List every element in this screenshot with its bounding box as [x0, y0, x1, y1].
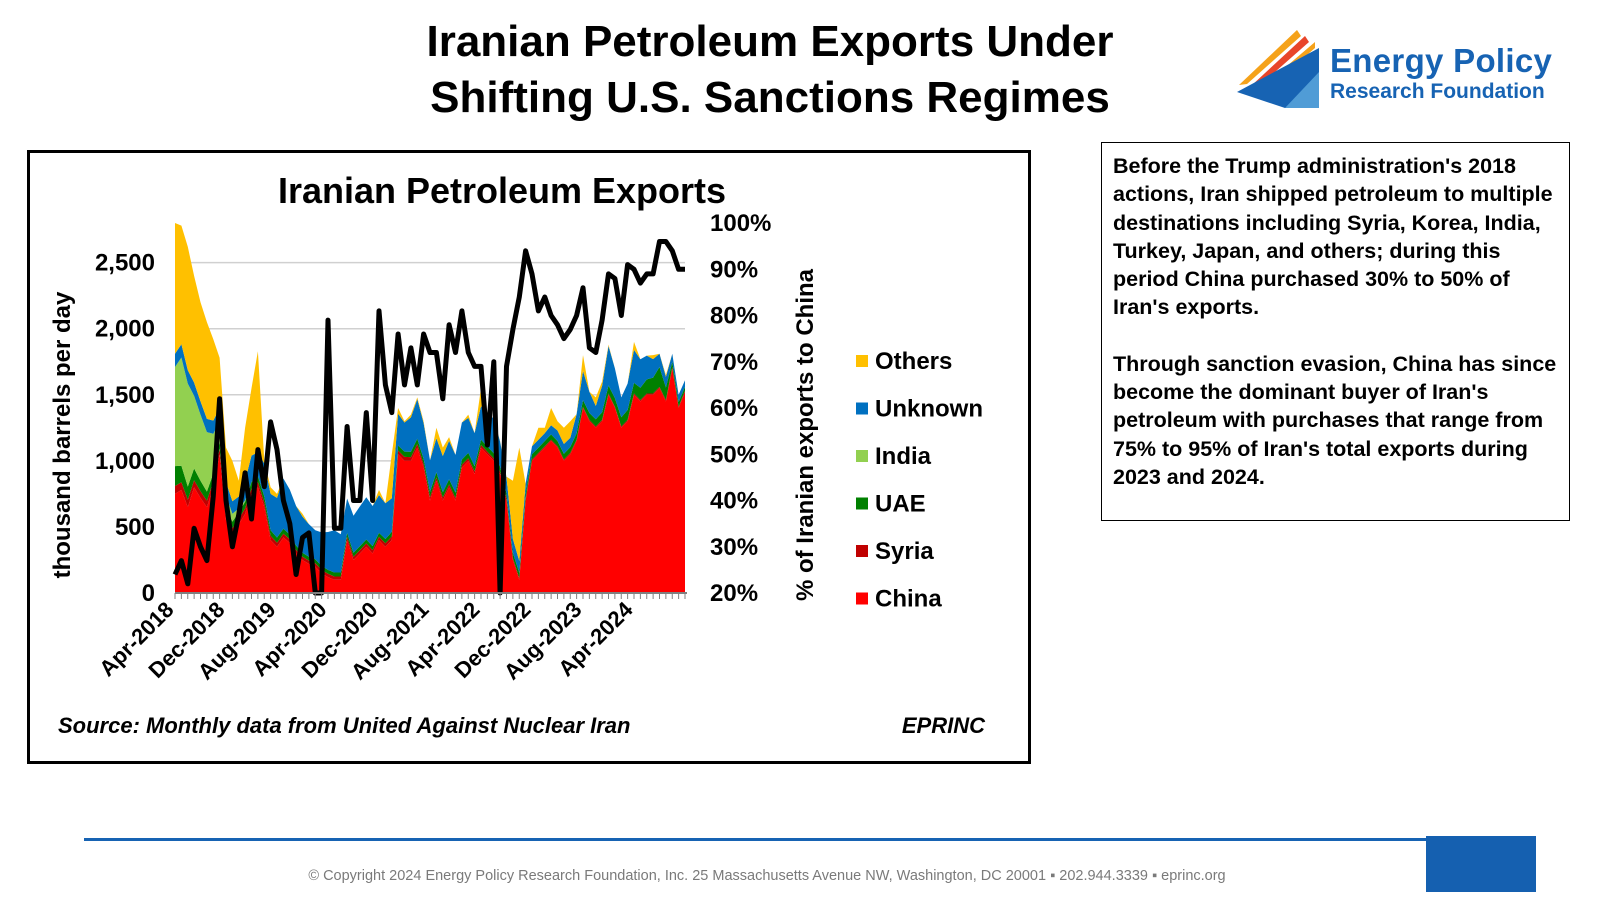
summary-paragraph-2: Through sanction evasion, China has sinc…	[1113, 351, 1557, 489]
area-uae	[175, 361, 685, 579]
y-tick-label: 2,000	[95, 316, 155, 343]
legend-label-uae: UAE	[875, 491, 926, 518]
summary-textbox: Before the Trump administration's 2018 a…	[1101, 142, 1570, 521]
legend-swatch-china	[856, 592, 868, 605]
legend-swatch-india	[856, 450, 868, 462]
area-unknown	[175, 344, 685, 573]
y2-tick-label: 30%	[710, 534, 758, 561]
chart-areas	[175, 223, 685, 593]
y-tick-label: 1,500	[95, 382, 155, 409]
y2-tick-label: 60%	[710, 395, 758, 422]
legend-swatch-syria	[856, 545, 868, 557]
legend-label-china: China	[875, 586, 942, 613]
legend-swatch-uae	[856, 497, 868, 510]
y-tick-label: 500	[115, 514, 155, 541]
slide-title: Iranian Petroleum Exports Under Shifting…	[330, 14, 1210, 126]
eprinc-logo: Energy Policy Research Foundation	[1235, 22, 1575, 118]
y2-tick-label: 90%	[710, 256, 758, 283]
chart-frame: Iranian Petroleum Exports 0 500 1,000 1,500…	[27, 150, 1031, 764]
footer-divider	[84, 838, 1429, 841]
legend-label-syria: Syria	[875, 538, 934, 565]
chart-legend: Others Unknown India UAE Syria China	[856, 348, 983, 613]
summary-paragraph-1: Before the Trump administration's 2018 a…	[1113, 154, 1553, 320]
legend-swatch-unknown	[856, 402, 868, 415]
footer-copyright: © Copyright 2024 Energy Policy Research …	[308, 868, 1226, 884]
y2-axis-label: % of Iranian exports to China	[792, 268, 819, 601]
china-share-line	[172, 239, 685, 596]
chart-share-line-layer	[172, 239, 685, 596]
y2-tick-label: 80%	[710, 303, 758, 330]
y2-tick-label: 70%	[710, 349, 758, 376]
y2-tick-label: 40%	[710, 488, 758, 515]
logo-line2: Research Foundation	[1330, 80, 1545, 103]
footer-accent-box	[1426, 836, 1536, 892]
y-axis-label: thousand barrels per day	[49, 291, 76, 578]
chart-title: Iranian Petroleum Exports	[278, 170, 726, 211]
chevron-mark-icon	[1237, 30, 1319, 108]
legend-label-india: India	[875, 443, 932, 470]
credit-note: EPRINC	[902, 713, 986, 738]
legend-swatch-others	[856, 355, 868, 367]
slide-title-line2: Shifting U.S. Sanctions Regimes	[430, 73, 1110, 122]
y2-tick-label: 20%	[710, 580, 758, 607]
source-note: Source: Monthly data from United Against…	[58, 713, 630, 738]
legend-label-unknown: Unknown	[875, 396, 983, 423]
slide-title-line1: Iranian Petroleum Exports Under	[426, 17, 1114, 66]
y2-tick-label: 100%	[710, 210, 771, 237]
y-tick-label: 0	[142, 580, 155, 607]
petroleum-exports-chart: Iranian Petroleum Exports 0 500 1,000 1,500…	[49, 170, 986, 738]
y-tick-label: 1,000	[95, 448, 155, 475]
area-china	[175, 368, 685, 593]
legend-label-others: Others	[875, 348, 952, 375]
y2-tick-label: 50%	[710, 441, 758, 468]
logo-line1: Energy Policy	[1330, 42, 1553, 79]
y-tick-label: 2,500	[95, 250, 155, 277]
